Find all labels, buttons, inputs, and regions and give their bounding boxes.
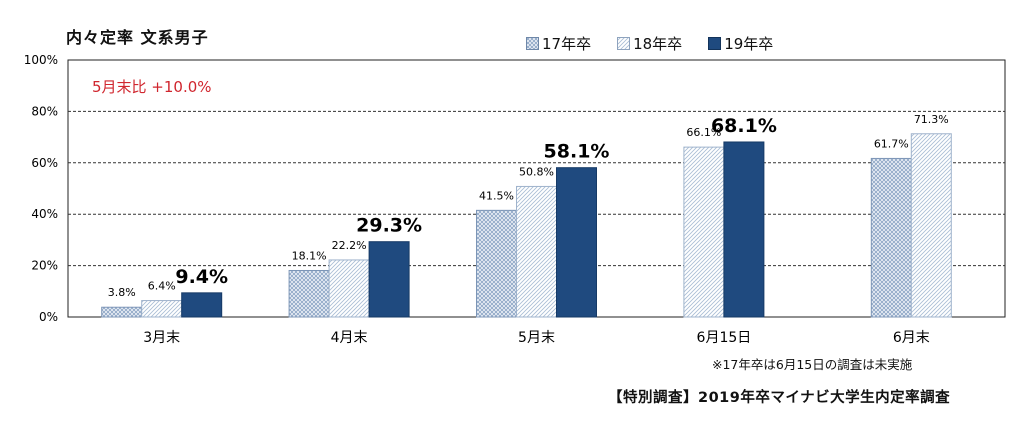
bars-layer (101, 133, 952, 318)
data-label: 66.1% (686, 126, 721, 139)
legend-label-19: 19年卒 (724, 35, 774, 53)
legend-label-18: 18年卒 (633, 35, 683, 53)
bar-17年卒 (101, 306, 143, 318)
legend: 17年卒 18年卒 19年卒 (526, 33, 773, 54)
data-label: 29.3% (356, 215, 422, 237)
bar-19年卒 (181, 292, 223, 318)
legend-item-18: 18年卒 (617, 33, 682, 54)
source-caption: 【特別調査】2019年卒マイナビ大学生内定率調査 (608, 390, 951, 406)
bar-19年卒 (368, 241, 410, 318)
footnote: ※17年卒は6月15日の調査は未実施 (712, 357, 913, 372)
legend-swatch-18 (617, 37, 631, 50)
data-label: 22.2% (332, 239, 367, 252)
x-tick-label: 4月末 (331, 330, 368, 346)
x-tick-label: 3月末 (143, 330, 180, 346)
y-tick-label: 60% (31, 156, 58, 170)
bar-17年卒 (288, 269, 330, 318)
legend-label-17: 17年卒 (542, 35, 592, 53)
bar-18年卒 (141, 300, 183, 318)
bar-17年卒 (476, 209, 517, 318)
x-tick-label: 6月15日 (697, 330, 752, 346)
legend-item-17: 17年卒 (526, 33, 591, 54)
bar-18年卒 (910, 133, 952, 318)
y-tick-label: 40% (31, 207, 58, 221)
data-label: 6.4% (148, 280, 176, 293)
chart-title: 内々定率 文系男子 (66, 28, 209, 47)
y-tick-label: 0% (39, 310, 58, 324)
data-label: 9.4% (175, 266, 228, 288)
data-label: 3.8% (108, 286, 136, 299)
data-label: 58.1% (544, 141, 610, 163)
y-tick-label: 100% (24, 53, 58, 67)
x-tick-label: 5月末 (518, 330, 555, 346)
data-label: 50.8% (519, 165, 554, 178)
data-label: 18.1% (292, 249, 327, 262)
y-tick-label: 80% (31, 104, 58, 118)
legend-item-19: 19年卒 (708, 33, 773, 54)
legend-swatch-17 (526, 37, 539, 50)
data-label: 71.3% (914, 113, 949, 126)
data-label: 68.1% (711, 115, 777, 137)
bar-18年卒 (328, 259, 370, 318)
labels-layer: 3月末 3.8% 6.4% 9.4% 4月末 18.1% 22.2% 29.3% 5月末 41.5… (108, 113, 949, 346)
bar-18年卒 (516, 185, 557, 318)
bar-19年卒 (723, 141, 765, 318)
y-tick-label: 20% (31, 259, 58, 273)
legend-swatch-19 (708, 37, 722, 50)
bar-18年卒 (683, 146, 725, 318)
grid-layer: 0% 20% 40% 60% 80% 100% (24, 53, 1006, 324)
x-tick-label: 6月末 (893, 330, 930, 346)
annotation-text: 5月末比 +10.0% (92, 78, 212, 96)
bar-19年卒 (556, 167, 597, 318)
data-label: 61.7% (874, 137, 909, 150)
bar-17年卒 (870, 157, 912, 318)
data-label: 41.5% (479, 189, 514, 202)
